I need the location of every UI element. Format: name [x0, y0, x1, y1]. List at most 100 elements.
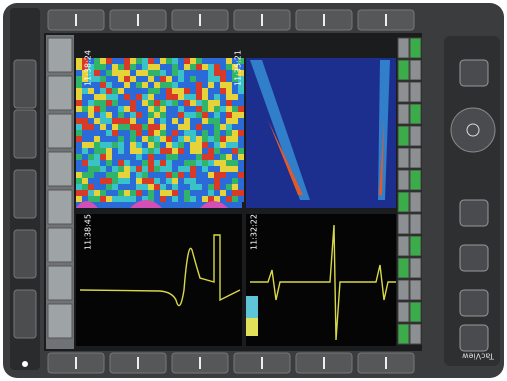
spectrogram-cell: [118, 160, 124, 166]
spectrogram-cell: [124, 130, 130, 136]
spectrogram-cell: [226, 142, 232, 148]
spectrogram-cell: [202, 100, 208, 106]
spectrogram-cell: [190, 106, 196, 112]
spectrogram-cell: [196, 136, 202, 142]
menu-button[interactable]: [409, 323, 422, 345]
spectrogram-cell: [94, 106, 100, 112]
spectrogram-cell: [154, 178, 160, 184]
spectrogram-cell: [160, 88, 166, 94]
menu-button[interactable]: [409, 59, 422, 81]
spectrogram-cell: [154, 142, 160, 148]
tab[interactable]: [47, 113, 73, 149]
spectrogram-cell: [190, 184, 196, 190]
spectrogram-cell: [208, 82, 214, 88]
menu-button[interactable]: [397, 169, 410, 191]
menu-button[interactable]: [409, 125, 422, 147]
menu-button[interactable]: [397, 279, 410, 301]
spectrogram-cell: [238, 124, 244, 130]
menu-button[interactable]: [409, 301, 422, 323]
menu-button[interactable]: [409, 279, 422, 301]
spectrogram-cell: [160, 100, 166, 106]
panel-key[interactable]: [459, 289, 489, 317]
spectrogram-cell: [154, 58, 160, 64]
menu-button[interactable]: [409, 169, 422, 191]
spectrogram-cell: [214, 196, 220, 202]
spectrogram-cell: [214, 88, 220, 94]
menu-button[interactable]: [397, 81, 410, 103]
spectrogram-cell: [184, 124, 190, 130]
menu-button[interactable]: [397, 103, 410, 125]
side-key[interactable]: [13, 59, 37, 109]
menu-button[interactable]: [409, 81, 422, 103]
pane-time: 11:38:45: [84, 214, 93, 250]
tab[interactable]: [47, 227, 73, 263]
spectrogram-cell: [190, 88, 196, 94]
tab[interactable]: [47, 37, 73, 73]
menu-button[interactable]: [397, 125, 410, 147]
spectrogram-cell: [154, 118, 160, 124]
spectrogram-cell: [106, 70, 112, 76]
spectrogram-cell: [130, 190, 136, 196]
spectrogram-cell: [184, 160, 190, 166]
spectrogram-cell: [112, 124, 118, 130]
spectrogram-cell: [100, 94, 106, 100]
panel-key[interactable]: [459, 199, 489, 227]
spectrogram-cell: [232, 136, 238, 142]
side-key[interactable]: [13, 289, 37, 339]
spectrogram-cell: [196, 88, 202, 94]
tab[interactable]: [47, 189, 73, 225]
spectrogram-cell: [130, 82, 136, 88]
spectrogram-cell: [226, 64, 232, 70]
spectrogram-cell: [94, 70, 100, 76]
panel-key[interactable]: [459, 324, 489, 352]
nav-center[interactable]: [466, 123, 480, 137]
menu-button[interactable]: [397, 235, 410, 257]
spectrogram-cell: [94, 76, 100, 82]
panel-key[interactable]: [459, 59, 489, 87]
spectrogram-cell: [136, 82, 142, 88]
menu-button[interactable]: [397, 37, 410, 59]
nav-pad[interactable]: [450, 107, 496, 153]
menu-button[interactable]: [397, 191, 410, 213]
tab[interactable]: [47, 265, 73, 301]
spectrogram-cell: [220, 178, 226, 184]
menu-button[interactable]: [409, 191, 422, 213]
menu-button[interactable]: [397, 257, 410, 279]
menu-button[interactable]: [409, 147, 422, 169]
tab[interactable]: [47, 303, 73, 339]
menu-button[interactable]: [397, 301, 410, 323]
spectrogram-cell: [88, 130, 94, 136]
spectrogram-cell: [118, 142, 124, 148]
menu-button[interactable]: [409, 103, 422, 125]
spectrogram-cell: [136, 160, 142, 166]
spectrogram-cell: [190, 130, 196, 136]
spectrogram-cell: [100, 166, 106, 172]
menu-button[interactable]: [409, 235, 422, 257]
spectrogram-cell: [136, 190, 142, 196]
cone: [250, 60, 390, 200]
menu-button[interactable]: [397, 59, 410, 81]
spectrogram-cell: [82, 76, 88, 82]
menu-button[interactable]: [409, 257, 422, 279]
spectrogram-cell: [94, 190, 100, 196]
spectrogram-cell: [106, 184, 112, 190]
spectrogram-cell: [82, 190, 88, 196]
side-key[interactable]: [13, 229, 37, 279]
spectrogram-cell: [124, 94, 130, 100]
menu-button[interactable]: [397, 147, 410, 169]
spectrogram-cell: [172, 154, 178, 160]
panel-key[interactable]: [459, 244, 489, 272]
side-key[interactable]: [13, 109, 37, 159]
spectrogram-cell: [154, 70, 160, 76]
spectrogram-cell: [184, 184, 190, 190]
spectrogram-cell: [82, 160, 88, 166]
menu-button[interactable]: [397, 323, 410, 345]
tab[interactable]: [47, 151, 73, 187]
spectrogram-cell: [100, 142, 106, 148]
menu-button[interactable]: [409, 37, 422, 59]
menu-button[interactable]: [409, 213, 422, 235]
menu-button[interactable]: [397, 213, 410, 235]
tab[interactable]: [47, 75, 73, 111]
side-key[interactable]: [13, 169, 37, 219]
spectrogram-cell: [226, 190, 232, 196]
